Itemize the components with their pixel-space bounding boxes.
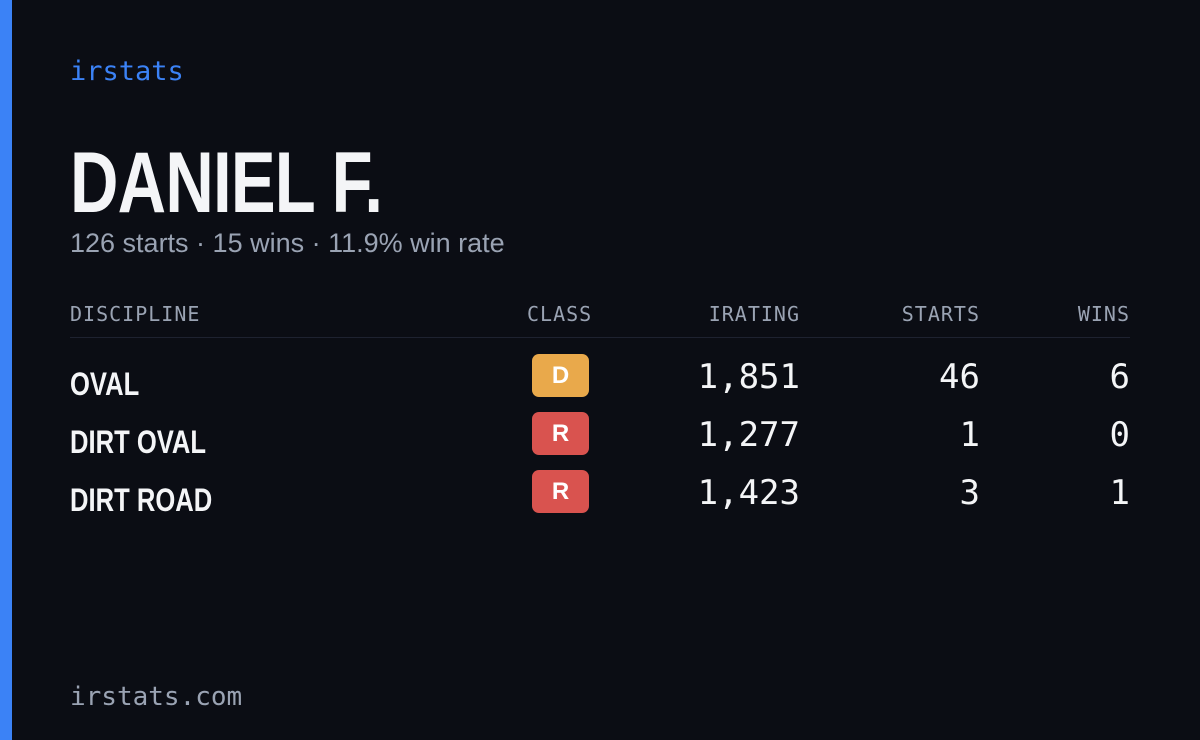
- discipline: DIRT ROAD: [70, 482, 213, 518]
- wins: 6: [1109, 357, 1130, 397]
- header-starts: STARTS: [901, 302, 980, 326]
- wins: 0: [1109, 415, 1130, 455]
- player-name: DANIEL F.: [70, 135, 383, 231]
- header-class: CLASS: [527, 302, 593, 326]
- brand: irstats: [70, 56, 184, 87]
- discipline: OVAL: [70, 366, 140, 402]
- discipline: DIRT OVAL: [70, 424, 207, 460]
- header-discipline: DISCIPLINE: [70, 302, 201, 326]
- class-badge: R: [532, 470, 589, 513]
- class-badge: R: [532, 412, 589, 455]
- accent-bar: [0, 0, 12, 740]
- header-irating: IRATING: [708, 302, 800, 326]
- header-wins: WINS: [1077, 302, 1130, 326]
- starts: 1: [959, 415, 980, 455]
- class-badge: D: [532, 354, 589, 397]
- wins: 1: [1109, 473, 1130, 513]
- irating: 1,851: [697, 357, 800, 397]
- irating: 1,423: [697, 473, 800, 513]
- footer: irstats.com: [70, 682, 243, 712]
- starts: 3: [959, 473, 980, 513]
- starts: 46: [939, 357, 980, 397]
- irating: 1,277: [697, 415, 800, 455]
- header-rule: [70, 337, 1130, 338]
- summary: 126 starts · 15 wins · 11.9% win rate: [70, 228, 505, 258]
